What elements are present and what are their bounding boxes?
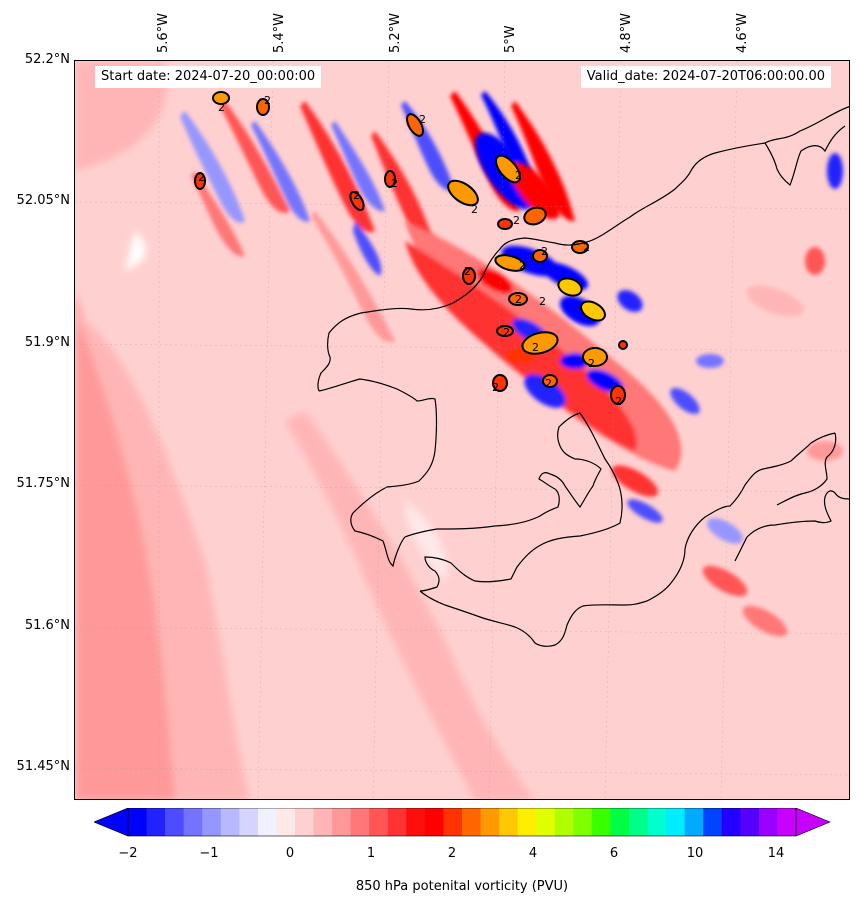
coastline [317,106,849,647]
contour-label: 2 [519,259,526,272]
contour-label: 2 [583,241,590,254]
graticule [75,61,849,799]
contour-label: 2 [471,203,478,216]
colorbar-cell [220,808,240,836]
colorbar-cell [517,808,537,836]
lat-tick-label: 52.05°N [16,193,70,208]
lon-tick-label: 5.6°W [156,12,171,53]
contour-label: 2 [353,189,360,202]
contour-label: 2 [532,341,539,354]
start-date-label: Start date: 2024-07-20_00:00:00 [95,66,322,88]
contour-label: 2 [264,94,271,107]
colorbar-cell [350,808,370,836]
colorbar-cell [424,808,444,836]
colorbar-cell [758,808,778,836]
colorbar-cell [257,808,277,836]
lat-tick-label: 51.45°N [16,759,70,774]
contour-label: 2 [515,293,522,306]
colorbar-cell [313,808,333,836]
colorbar-tick-label: 14 [767,846,785,861]
contour-label: 2 [515,169,522,182]
colorbar-cell [610,808,630,836]
contour-labels: 2 2 2 2 2 2 2 2 2 2 2 2 2 2 2 2 2 2 2 2 … [198,94,622,408]
colorbar-tick-label: 6 [609,846,619,861]
colorbar-cell [276,808,296,836]
colorbar-cell [183,808,203,836]
colorbar [94,808,831,837]
colorbar-cell [165,808,185,836]
colorbar-cell [369,808,389,836]
lon-tick-label: 4.6°W [735,12,750,53]
valid-date-label: Valid_date: 2024-07-20T06:00:00.00 [580,66,831,88]
colorbar-cell [499,808,519,836]
colorbar-cell [591,808,611,836]
colorbar-cell [554,808,574,836]
contour-label: 2 [419,113,426,126]
colorbar-tick-label: 1 [366,846,376,861]
colorbar-cell [740,808,760,836]
contour-label: 2 [539,295,546,308]
colorbar-cell [703,808,723,836]
lon-tick-label: 5.2°W [388,12,403,53]
colorbar-cell [332,808,352,836]
map-panel: 2 2 2 2 2 2 2 2 2 2 2 2 2 2 2 2 2 2 2 2 … [74,60,850,800]
colorbar-cell [536,808,556,836]
lon-tick-label: 5°W [503,25,518,53]
colorbar-cell [777,808,797,836]
colorbar-cell [295,808,315,836]
lat-tick-label: 51.6°N [24,618,70,633]
contour-label: 2 [198,171,205,184]
colorbar-cell [239,808,259,836]
colorbar-cell [666,808,686,836]
colorbar-label: 850 hPa potenital vorticity (PVU) [355,879,569,894]
pv-wave-streaks [180,91,575,343]
contour-label: 2 [545,377,552,390]
contour-label: 2 [588,357,595,370]
contour-label: 2 [615,395,622,408]
colorbar-tick-label: −2 [118,846,138,861]
contour-label: 2 [513,214,520,227]
colorbar-cell [647,808,667,836]
colorbar-tick-label: 0 [285,846,295,861]
contour-label: 2 [503,326,510,339]
contour-label: 2 [218,101,225,114]
colorbar-low-arrow [94,808,129,837]
pv-field-map: 2 2 2 2 2 2 2 2 2 2 2 2 2 2 2 2 2 2 2 2 … [75,61,849,799]
colorbar-cell [684,808,704,836]
colorbar-cell [573,808,593,836]
colorbar-cell [202,808,222,836]
colorbar-high-arrow [795,808,831,837]
colorbar-cell [443,808,463,836]
pv-high-cores [194,91,628,405]
lat-tick-label: 51.9°N [24,335,70,350]
contour-label: 2 [464,265,471,278]
colorbar-cell [629,808,649,836]
colorbar-cell [146,808,166,836]
contour-label: 2 [541,245,548,258]
contour-label: 2 [492,381,499,394]
pv-west-bands [75,61,534,799]
lon-tick-label: 4.8°W [619,12,634,53]
colorbar-cell [406,808,426,836]
colorbar-tick-label: 4 [528,846,538,861]
colorbar-cell [387,808,407,836]
lat-tick-label: 51.75°N [16,476,70,491]
colorbar-tick-label: 10 [686,846,704,861]
lat-tick-label: 52.2°N [24,52,70,67]
colorbar-cell [128,808,148,836]
colorbar-cell [480,808,500,836]
colorbar-cell [721,808,741,836]
colorbar-cell [462,808,482,836]
colorbar-tick-label: −1 [199,846,219,861]
lon-tick-label: 5.4°W [272,12,287,53]
colorbar-tick-label: 2 [447,846,457,861]
contour-label: 2 [391,177,398,190]
